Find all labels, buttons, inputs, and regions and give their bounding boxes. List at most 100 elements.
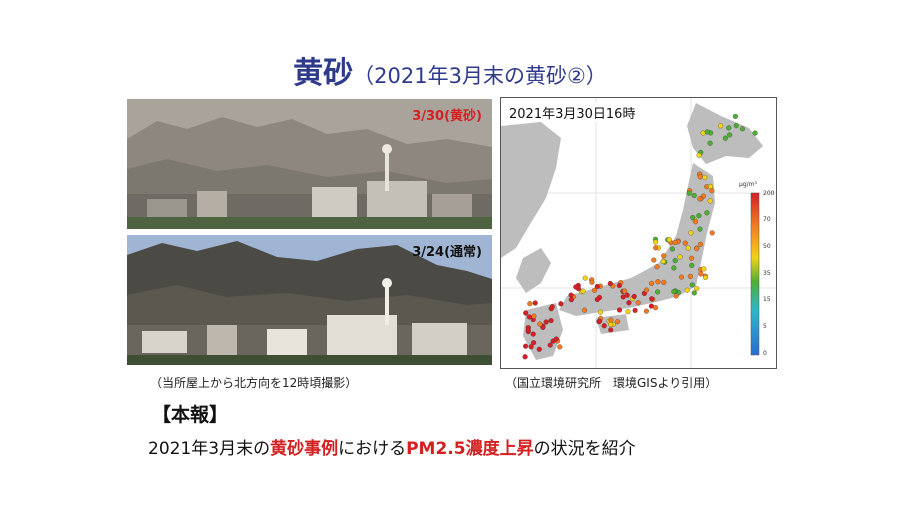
station-dot: [568, 297, 574, 303]
title-sub: （2021年3月末の黄砂②）: [353, 64, 607, 88]
station-dot: [707, 140, 713, 146]
station-dot: [688, 230, 694, 236]
station-dot: [739, 126, 745, 132]
station-dot: [608, 317, 614, 323]
station-dot: [616, 307, 623, 313]
station-dot: [557, 344, 563, 350]
station-dot: [704, 129, 710, 135]
station-dot: [581, 307, 588, 313]
station-dot: [702, 174, 708, 181]
station-dot: [718, 123, 724, 129]
station-dot: [531, 313, 537, 319]
station-dot: [669, 246, 675, 252]
pm25-map: μg/m³ 200 70 50 35 15 5 0 2021年3月30日16時: [500, 97, 777, 369]
station-dot: [580, 288, 586, 294]
station-dot: [694, 246, 700, 252]
station-dot: [531, 340, 537, 346]
station-dot: [709, 230, 715, 236]
station-dot: [682, 240, 688, 246]
station-dot: [547, 342, 553, 348]
station-dot: [582, 275, 588, 281]
station-dot: [616, 282, 622, 289]
station-dot: [727, 132, 733, 138]
station-dot: [548, 318, 554, 324]
photo-yellow-dust: 3/30(黄砂): [127, 99, 492, 229]
station-dot: [597, 318, 603, 324]
station-dot: [594, 283, 600, 290]
station-dot: [689, 255, 695, 261]
station-dot: [568, 292, 574, 298]
station-dot: [536, 346, 542, 352]
photo-top-label: 3/30(黄砂): [412, 109, 482, 124]
station-dot: [653, 305, 659, 311]
scale-tick: 50: [763, 243, 771, 250]
station-dot: [573, 284, 579, 290]
photo-caption: （当所屋上から北方向を12時頃撮影）: [150, 376, 358, 390]
station-dot: [537, 321, 543, 327]
slide-title: 黄砂（2021年3月末の黄砂②）: [0, 48, 900, 92]
station-dot: [549, 304, 555, 310]
station-dot: [624, 292, 630, 298]
station-dot: [607, 280, 613, 287]
station-dot: [661, 253, 667, 259]
station-dot: [677, 254, 683, 260]
station-dot: [690, 214, 696, 221]
station-dot: [631, 293, 637, 300]
station-dot: [655, 279, 661, 285]
station-dot: [697, 241, 704, 247]
station-dot: [726, 125, 732, 131]
station-dot: [653, 245, 659, 251]
report-highlight-yellow-dust: 黄砂事例: [270, 439, 339, 459]
report-text-3: の状況を紹介: [533, 439, 636, 459]
station-dot: [698, 271, 704, 277]
report-highlight-pm25: PM2.5濃度上昇: [406, 439, 534, 459]
station-dot: [625, 309, 631, 315]
photo-normal: 3/24(通常): [127, 235, 492, 365]
station-dot: [522, 354, 528, 360]
station-dot: [691, 192, 697, 199]
station-dot: [528, 344, 534, 350]
station-dot: [687, 273, 693, 279]
station-dot: [526, 314, 532, 320]
station-dot: [532, 300, 538, 306]
station-dot: [673, 293, 679, 299]
station-dot: [694, 286, 700, 292]
station-dot: [648, 280, 655, 286]
scale-tick: 0: [763, 350, 767, 357]
station-dot: [686, 190, 692, 196]
station-dot: [523, 343, 529, 349]
station-dot: [635, 300, 641, 306]
station-dot: [704, 210, 710, 216]
report-line: 2021年3月末の黄砂事例におけるPM2.5濃度上昇の状況を紹介: [148, 434, 636, 459]
scale-tick: 70: [763, 216, 771, 223]
station-dot: [589, 279, 595, 285]
scale-tick: 200: [763, 190, 775, 197]
station-dot: [594, 296, 600, 303]
station-dot: [591, 287, 598, 293]
station-dot: [671, 265, 677, 271]
station-dot: [692, 219, 699, 225]
map-title: 2021年3月30日16時: [507, 103, 638, 122]
station-dot: [707, 198, 713, 204]
title-main: 黄砂: [293, 56, 354, 91]
station-dot: [540, 324, 546, 330]
scale-tick: 5: [763, 323, 767, 330]
station-dot: [527, 301, 533, 307]
station-dot: [608, 321, 614, 327]
station-dot: [543, 319, 549, 325]
station-dot: [649, 296, 655, 302]
station-dot: [525, 327, 531, 333]
station-dot: [707, 183, 714, 190]
station-dot: [696, 152, 702, 158]
station-dot: [672, 239, 678, 246]
station-dot: [697, 226, 703, 232]
station-dot: [553, 336, 559, 342]
station-dot: [697, 196, 703, 202]
scale-unit: μg/m³: [739, 181, 757, 188]
scale-tick: 35: [763, 270, 771, 277]
map-caption: （国立環境研究所 環境GISより引用）: [505, 376, 718, 390]
station-dot: [702, 274, 709, 281]
report-heading: 【本報】: [152, 404, 229, 426]
station-dot: [733, 123, 739, 129]
station-dot: [696, 213, 702, 219]
